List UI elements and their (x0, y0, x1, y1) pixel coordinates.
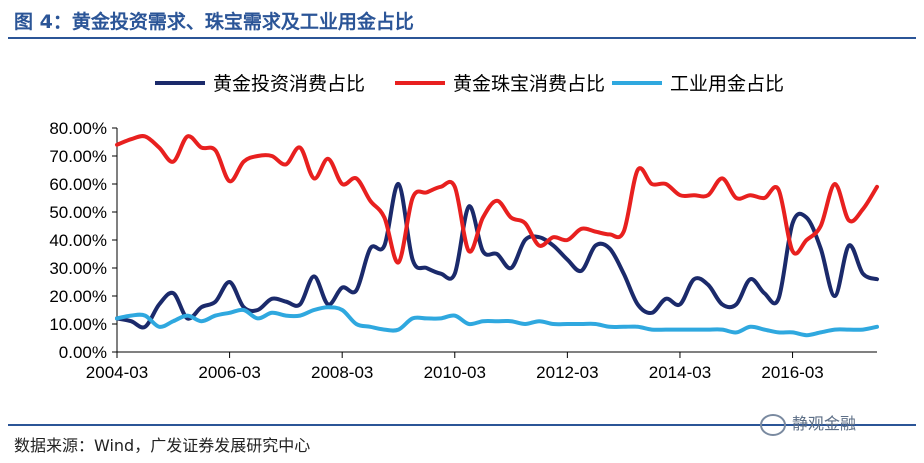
watermark-text: 静观金融 (792, 414, 857, 433)
y-tick-label: 40.00% (49, 231, 107, 250)
y-tick-label: 70.00% (49, 147, 107, 166)
title-bar: 图 4：黄金投资需求、珠宝需求及工业用金占比 (0, 0, 924, 38)
line-chart: 黄金投资消费占比 黄金珠宝消费占比 工业用金占比 0.00% 10.00% 20.00%… (49, 73, 879, 382)
legend: 黄金投资消费占比 黄金珠宝消费占比 工业用金占比 (155, 73, 784, 95)
series-line-2 (115, 134, 879, 265)
legend-label-2: 黄金珠宝消费占比 (453, 73, 605, 95)
y-tick-label: 20.00% (49, 287, 107, 306)
y-tick-label: 80.00% (49, 119, 107, 138)
x-tick-label: 2014-03 (649, 363, 711, 382)
source-note: 数据来源：Wind，广发证券发展研究中心 (14, 436, 311, 455)
y-tick-label: 30.00% (49, 259, 107, 278)
series-group (115, 134, 879, 338)
x-axis: 2004-03 2006-03 2008-03 2010-03 2012-03 2014-… (86, 351, 877, 382)
y-tick-label: 0.00% (59, 343, 107, 362)
y-tick-label: 10.00% (49, 315, 107, 334)
x-tick-label: 2010-03 (424, 363, 486, 382)
x-tick-label: 2012-03 (536, 363, 598, 382)
x-tick-label: 2016-03 (761, 363, 823, 382)
bottom-divider (8, 424, 916, 426)
top-divider (8, 37, 916, 39)
legend-label-3: 工业用金占比 (670, 73, 784, 95)
chart-title: 图 4：黄金投资需求、珠宝需求及工业用金占比 (14, 11, 414, 33)
legend-label-1: 黄金投资消费占比 (213, 73, 365, 95)
y-axis: 0.00% 10.00% 20.00% 30.00% 40.00% 50.00% 60.00… (49, 119, 118, 362)
series-line-1 (115, 181, 879, 330)
series-line-3 (115, 305, 879, 338)
y-tick-label: 50.00% (49, 203, 107, 222)
chat-bubble-icon (760, 413, 786, 436)
y-tick-label: 60.00% (49, 175, 107, 194)
x-tick-label: 2006-03 (198, 363, 260, 382)
x-tick-label: 2008-03 (311, 363, 373, 382)
watermark: 静观金融 (760, 410, 856, 436)
x-tick-label: 2004-03 (86, 363, 148, 382)
